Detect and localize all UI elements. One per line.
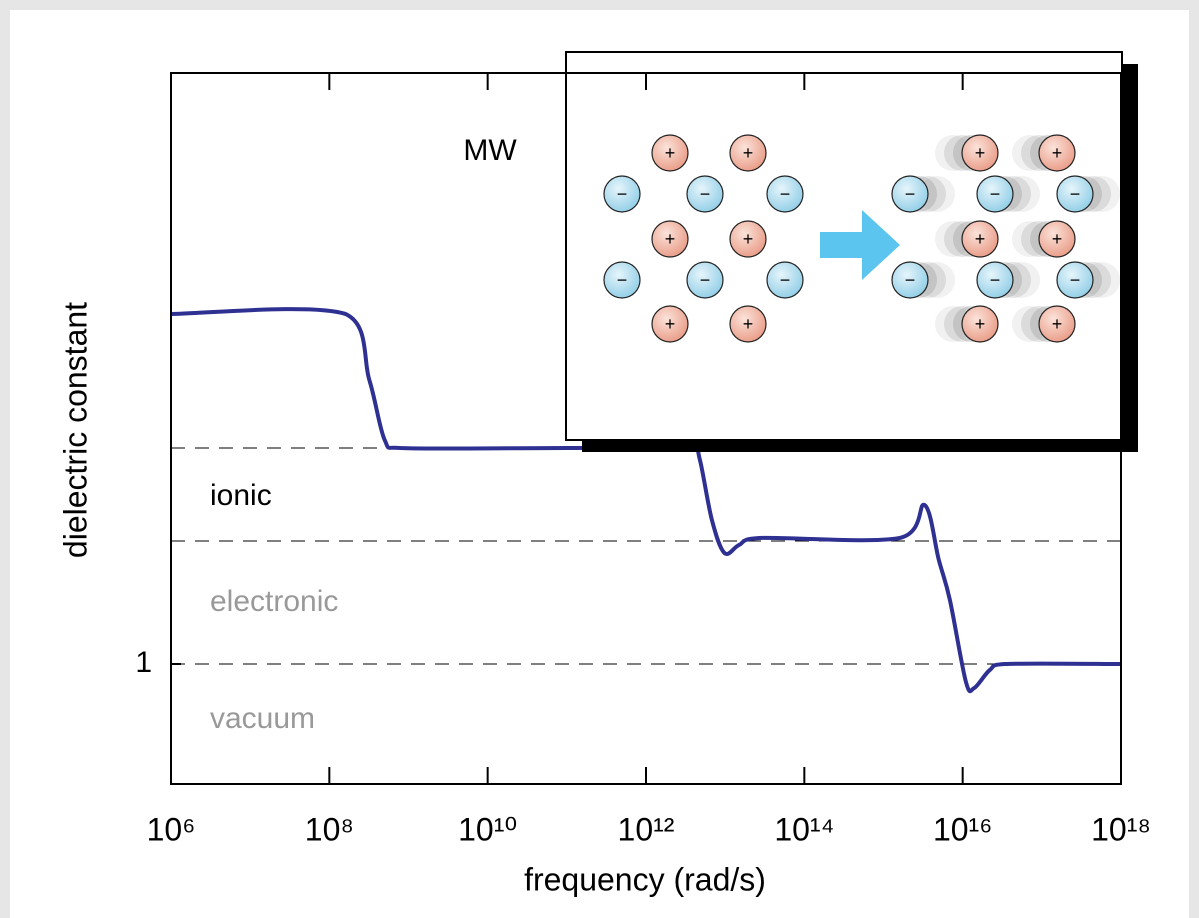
cation-sign: + <box>743 314 754 334</box>
x-tick-label: 10⁶ <box>147 811 196 847</box>
cation-ion <box>729 305 767 343</box>
x-axis-label: frequency (rad/s) <box>524 861 766 897</box>
cation-ion <box>1038 134 1076 172</box>
cation-sign: + <box>743 229 754 249</box>
anion-sign: − <box>780 270 791 290</box>
anion-sign: − <box>780 184 791 204</box>
anion-ion <box>766 175 804 213</box>
cation-ion <box>961 134 999 172</box>
anion-sign: − <box>990 184 1001 204</box>
cation-ion <box>729 220 767 258</box>
anion-sign: − <box>905 270 916 290</box>
anion-ion <box>976 175 1014 213</box>
region-label: MW <box>463 134 517 167</box>
cation-ion <box>651 220 689 258</box>
cation-sign: + <box>665 314 676 334</box>
cation-ion <box>961 305 999 343</box>
anion-ion <box>1056 261 1094 299</box>
anion-ion <box>603 261 641 299</box>
ion-ghost <box>1004 262 1040 298</box>
arrow <box>820 210 900 280</box>
y-axis-label: dielectric constant <box>57 302 93 558</box>
anion-sign: − <box>905 184 916 204</box>
cation-sign: + <box>975 314 986 334</box>
anion-ion <box>766 261 804 299</box>
region-label: electronic <box>210 585 338 618</box>
x-tick-label: 10¹⁶ <box>933 811 992 847</box>
cation-ion <box>961 220 999 258</box>
anion-ion <box>603 175 641 213</box>
ion-ghost <box>1012 221 1048 257</box>
cation-ion <box>651 134 689 172</box>
ion-ghost <box>1004 176 1040 212</box>
ion-ghost <box>1084 176 1120 212</box>
x-tick-label: 10¹² <box>618 811 675 847</box>
cation-sign: + <box>1052 143 1063 163</box>
x-tick-label: 10¹⁴ <box>774 811 834 847</box>
ion-ghost <box>935 135 971 171</box>
ion-ghost <box>919 262 955 298</box>
cation-sign: + <box>665 229 676 249</box>
cation-sign: + <box>975 229 986 249</box>
cation-sign: + <box>1052 229 1063 249</box>
cation-ion <box>651 305 689 343</box>
ion-ghost <box>935 221 971 257</box>
ion-ghost <box>1084 262 1120 298</box>
anion-sign: − <box>700 270 711 290</box>
ion-ghost <box>935 306 971 342</box>
anion-sign: − <box>700 184 711 204</box>
x-tick-label: 10⁸ <box>305 811 354 847</box>
anion-sign: − <box>617 270 628 290</box>
cation-sign: + <box>743 143 754 163</box>
anion-ion <box>686 261 724 299</box>
x-tick-label: 10¹⁰ <box>458 811 517 847</box>
y-tick-label: 1 <box>135 646 152 679</box>
data-line <box>170 307 1122 694</box>
x-tick-label: 10¹⁸ <box>1091 811 1151 847</box>
anion-ion <box>976 261 1014 299</box>
ion-ghost <box>1012 306 1048 342</box>
region-label: ionic <box>210 479 272 512</box>
ion-ghost <box>919 176 955 212</box>
cation-ion <box>1038 305 1076 343</box>
anion-sign: − <box>990 270 1001 290</box>
cation-sign: + <box>1052 314 1063 334</box>
cation-sign: + <box>975 143 986 163</box>
anion-sign: − <box>617 184 628 204</box>
anion-sign: − <box>1070 184 1081 204</box>
ion-ghost <box>1012 135 1048 171</box>
anion-ion <box>891 261 929 299</box>
anion-ion <box>891 175 929 213</box>
cation-ion <box>1038 220 1076 258</box>
anion-sign: − <box>1070 270 1081 290</box>
anion-ion <box>686 175 724 213</box>
cation-ion <box>729 134 767 172</box>
region-label: vacuum <box>210 702 315 735</box>
anion-ion <box>1056 175 1094 213</box>
cation-sign: + <box>665 143 676 163</box>
plot-frame <box>170 72 1122 785</box>
